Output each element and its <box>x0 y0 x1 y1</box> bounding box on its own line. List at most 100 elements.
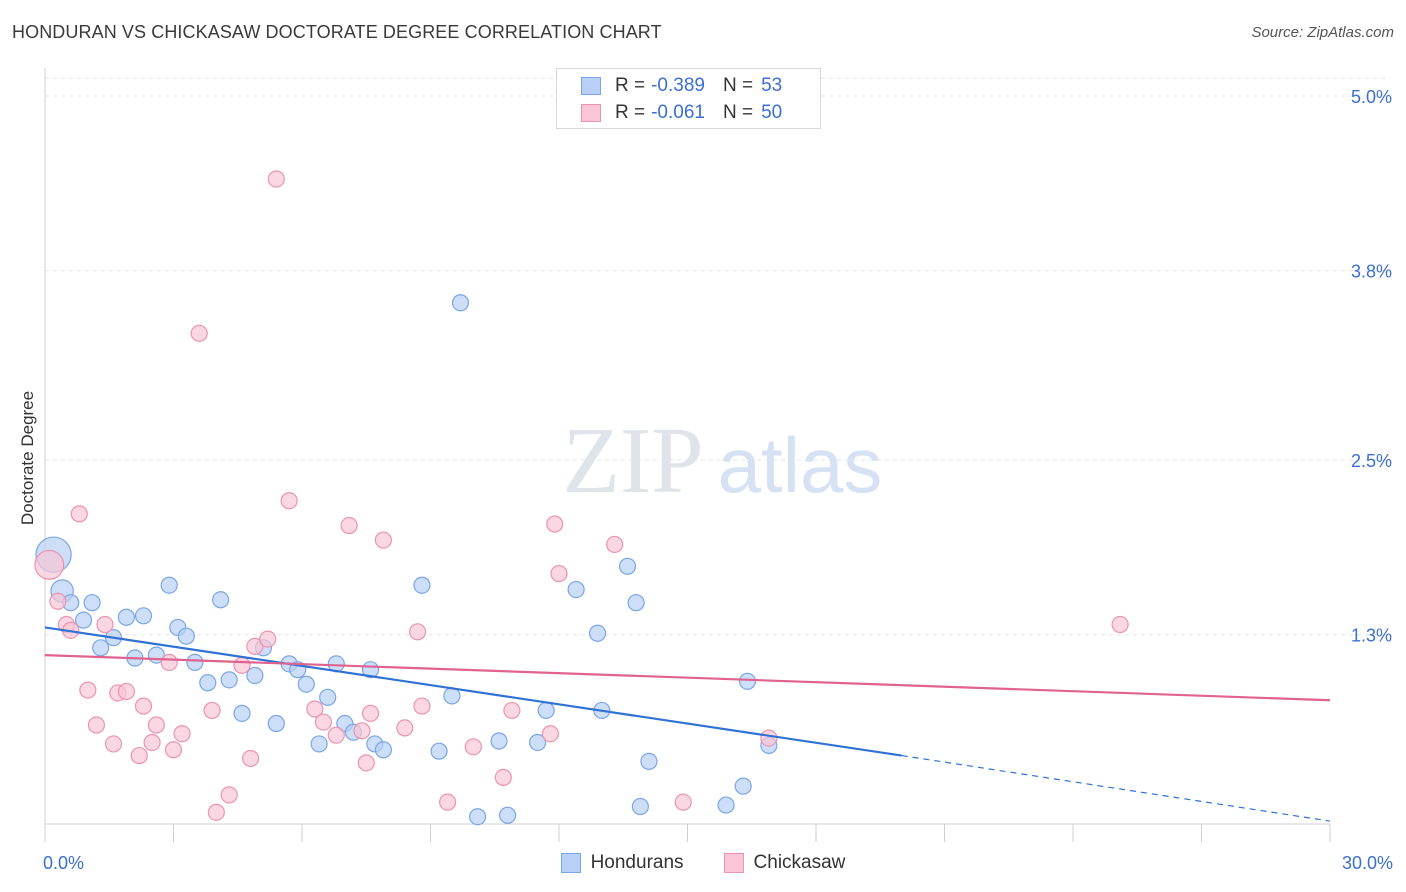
chickasaw-point <box>327 726 345 744</box>
chickasaw-point <box>674 793 692 811</box>
y-tick-label: 2.5% <box>1351 451 1392 471</box>
x-tick-label: 0.0% <box>43 853 84 873</box>
chickasaw-point <box>49 592 67 610</box>
honduran-point <box>430 742 448 760</box>
y-tick-label: 5.0% <box>1351 87 1392 107</box>
y-axis-label: Doctorate Degree <box>18 390 37 526</box>
hondurans-swatch <box>581 77 601 95</box>
honduran-point <box>199 674 217 692</box>
chickasaw-point <box>79 681 97 699</box>
chickasaw-legend-label: Chickasaw <box>753 852 846 873</box>
honduran-point <box>717 796 735 814</box>
honduran-point <box>374 741 392 759</box>
legend-row-chickasaw: R = -0.061 N = 50 <box>581 101 782 125</box>
legend-row-hondurans: R = -0.389 N = 53 <box>581 74 782 98</box>
honduran-point <box>588 624 607 642</box>
chickasaw-point <box>246 637 264 655</box>
chickasaw-point <box>96 615 114 634</box>
chickasaw-point <box>259 630 277 648</box>
honduran-point <box>160 576 178 594</box>
r-value: -0.389 <box>651 75 705 96</box>
tick-labels: 1.3% 2.5% 3.8% 5.0% 0.0% 30.0% <box>43 87 1393 873</box>
chickasaw-point <box>233 656 251 674</box>
chickasaw-point <box>503 701 521 720</box>
honduran-point <box>443 687 461 705</box>
chickasaw-point <box>306 700 324 718</box>
hondurans-trend-line <box>44 626 902 757</box>
chickasaw-point <box>130 746 148 765</box>
honduran-point <box>117 608 135 626</box>
x-tick-label: 30.0% <box>1342 853 1393 873</box>
honduran-point <box>490 732 508 750</box>
chickasaw-point <box>357 754 375 772</box>
honduran-point <box>734 777 752 795</box>
honduran-point <box>451 294 470 312</box>
watermark-zip: ZIP <box>563 409 704 513</box>
chickasaw-point <box>203 701 221 720</box>
honduran-point <box>186 653 204 671</box>
chickasaw-point <box>117 682 135 701</box>
chickasaw-point <box>494 768 512 787</box>
chickasaw-point <box>340 516 358 535</box>
chickasaw-point <box>280 492 298 510</box>
grid <box>45 77 1390 636</box>
n-label: N = <box>722 75 754 96</box>
hondurans-trend-extension <box>901 754 1331 822</box>
series-legend: Hondurans Chickasaw <box>0 852 1406 874</box>
honduran-point <box>177 627 195 645</box>
watermark-atlas: atlas <box>718 421 883 509</box>
honduran-point <box>220 671 238 689</box>
y-tick-label: 3.8% <box>1351 262 1392 282</box>
trend-lines <box>44 626 1331 822</box>
chickasaw-point <box>361 704 380 722</box>
chickasaw-point <box>207 803 225 821</box>
honduran-point <box>469 808 487 826</box>
chickasaw-point <box>409 623 427 641</box>
honduran-point <box>537 701 555 720</box>
chickasaw-point <box>164 741 183 759</box>
honduran-point <box>246 666 264 685</box>
legend-item-hondurans: Hondurans <box>560 852 684 874</box>
chickasaw-point <box>546 515 564 533</box>
n-value: 50 <box>761 102 783 123</box>
chickasaw-point <box>353 722 371 740</box>
chickasaw-point <box>760 729 778 747</box>
correlation-legend: R = -0.389 N = 53 R = -0.061 N = 50 <box>556 68 821 129</box>
legend-item-chickasaw: Chickasaw <box>723 852 846 874</box>
chickasaw-point <box>267 170 285 188</box>
chickasaw-point <box>374 531 392 549</box>
honduran-point <box>319 688 337 706</box>
honduran-point <box>738 672 757 690</box>
chickasaw-point <box>173 725 191 743</box>
chickasaw-point <box>242 749 260 768</box>
chickasaw-point <box>413 697 431 715</box>
honduran-point <box>74 611 93 629</box>
honduran-point <box>83 594 101 612</box>
chickasaw-point <box>70 505 88 523</box>
honduran-point <box>92 639 110 657</box>
honduran-point <box>627 594 645 612</box>
chickasaw-point <box>439 793 457 811</box>
chickasaw-swatch <box>581 104 601 122</box>
chickasaw-point <box>396 719 414 737</box>
chickasaw-point <box>550 564 568 583</box>
honduran-point <box>134 607 153 625</box>
chickasaw-point <box>190 324 208 342</box>
hondurans-legend-swatch <box>560 853 581 873</box>
chickasaw-legend-swatch <box>723 853 744 873</box>
honduran-point <box>631 797 649 816</box>
honduran-point <box>413 576 431 594</box>
chickasaw-point <box>147 716 165 734</box>
honduran-point <box>310 735 328 753</box>
axes <box>44 68 1331 842</box>
n-value: 53 <box>761 75 783 96</box>
honduran-point <box>528 733 547 752</box>
honduran-point <box>499 806 517 824</box>
chickasaw-point <box>220 786 238 804</box>
chickasaw-point <box>160 653 178 671</box>
n-label: N = <box>722 102 754 123</box>
chickasaw-point <box>606 535 624 554</box>
honduran-point <box>297 675 315 693</box>
honduran-point <box>267 714 285 733</box>
